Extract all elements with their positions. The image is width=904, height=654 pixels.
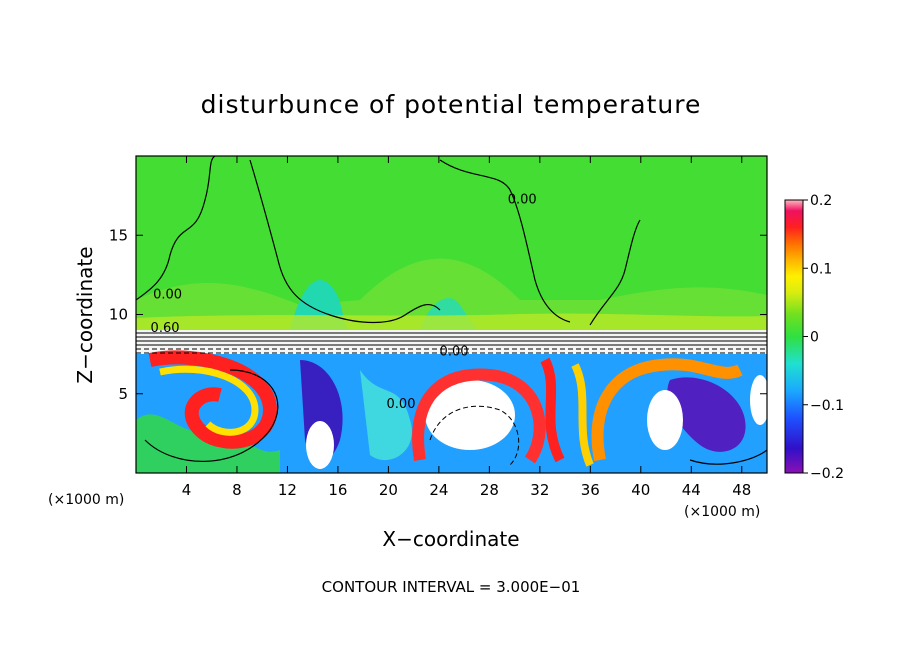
contour-labels: 0.00 0.60 0.00 0.00 0.00 [151, 193, 537, 412]
contour-label: 0.00 [440, 345, 469, 360]
colorbar-tick-label: 0.2 [810, 193, 832, 209]
y-tick-label: 5 [118, 385, 128, 403]
contour-interval-note: CONTOUR INTERVAL = 3.000E−01 [322, 578, 581, 596]
field-lower-white-core-4 [750, 375, 767, 425]
field-lower-red-swirl [148, 350, 278, 449]
colorbar-tick-label: −0.2 [810, 466, 844, 482]
contour-lower-line-3 [689, 449, 767, 465]
contour-lower-line [144, 369, 279, 462]
contour-line [136, 156, 216, 301]
contour-label: 0.60 [151, 321, 180, 336]
x-tick-label: 24 [429, 481, 448, 499]
field-lower-white-core [425, 380, 515, 450]
field-lower-orange-swirl [591, 358, 743, 462]
contour-label: 0.00 [508, 193, 537, 208]
y-tick-label: 10 [109, 306, 128, 324]
contour-label: 0.00 [387, 397, 416, 412]
contour-line-3 [439, 159, 571, 323]
field-lower-purple-patch-2 [667, 377, 746, 452]
colorbar-ticks: 0.2 0.1 0 −0.1 −0.2 [803, 193, 844, 482]
colorbar-tick-label: −0.1 [810, 398, 844, 414]
colorbar-tick-label: 0 [810, 330, 819, 346]
y-tick-label: 15 [109, 226, 128, 244]
field-lower-yellow-swirl [159, 365, 259, 436]
y-axis: 5 10 15 [109, 226, 767, 403]
contour-lower-line-2 [429, 405, 520, 466]
z-unit-label: (×1000 m) [48, 492, 124, 508]
x-tick-label: 40 [631, 481, 650, 499]
contour-band-dashed [136, 348, 767, 354]
x-tick-label: 4 [182, 481, 192, 499]
colorbar-tick-label: 0.1 [810, 261, 832, 277]
x-tick-label: 12 [278, 481, 297, 499]
x-tick-label: 28 [480, 481, 499, 499]
chart-title: disturbunce of potential temperature [201, 90, 702, 119]
y-axis-label: Z−coordinate [73, 246, 97, 383]
x-tick-label: 44 [682, 481, 701, 499]
x-tick-label: 36 [581, 481, 600, 499]
x-axis-label: X−coordinate [382, 527, 519, 551]
plot-area [136, 156, 767, 473]
field-lower-red-arc [412, 368, 546, 464]
x-axis: 4 8 12 16 20 24 28 32 36 40 44 48 [182, 156, 751, 499]
contour-line-4 [589, 219, 641, 326]
x-tick-label: 16 [328, 481, 347, 499]
field-tropopause-band [136, 330, 767, 354]
colorbar: 0.2 0.1 0 −0.1 −0.2 [784, 193, 844, 482]
field-lower-cyan-patch [360, 370, 412, 461]
x-tick-label: 32 [530, 481, 549, 499]
contour-band-line [136, 332, 767, 346]
field-lower-white-core-2 [647, 390, 683, 450]
colorbar-gradient [784, 199, 804, 474]
field-lower-white-core-3 [306, 421, 334, 469]
field-upper-yellow-band [136, 313, 767, 330]
x-tick-label: 8 [232, 481, 242, 499]
x-tick-label: 20 [379, 481, 398, 499]
x-unit-label: (×1000 m) [684, 504, 760, 520]
field-lower-red-column [540, 357, 565, 463]
x-tick-label: 48 [732, 481, 751, 499]
field-lower-yellow-column [571, 363, 594, 467]
contour-label: 0.00 [153, 288, 182, 303]
contour-line-2 [249, 159, 441, 324]
